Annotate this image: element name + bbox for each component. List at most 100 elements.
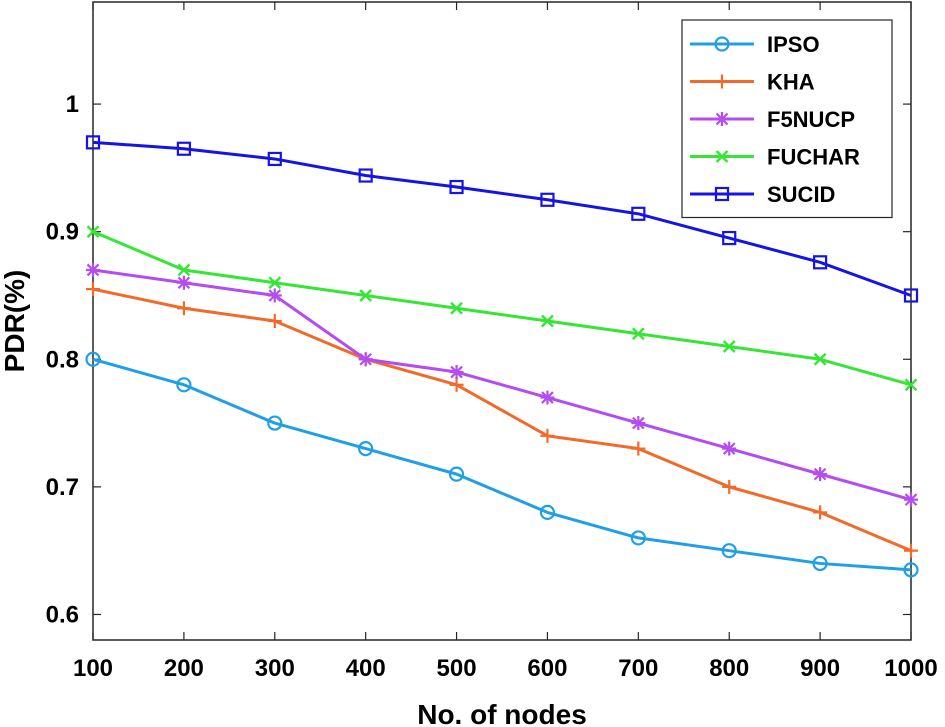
data-point-ipso [539,504,556,521]
data-point-fuchar [450,301,463,315]
y-tick-label: 0.7 [46,474,79,501]
series-line-sucid [92,140,912,297]
series-line-fuchar [92,230,912,387]
data-point-ipso [358,441,374,457]
data-point-sucid [85,135,101,150]
x-b [450,301,463,315]
x-b [715,150,729,163]
legend-marker-ipso [714,36,730,52]
data-point-fuchar [722,340,736,353]
x-tick-label: 500 [437,655,477,682]
data-point-fuchar [541,314,554,328]
y-tick-label: 0.8 [46,346,79,373]
x-b [722,340,736,353]
data-point-sucid [903,288,919,303]
data-point-ipso [85,351,101,367]
x-tick-label: 100 [73,655,113,682]
data-point-ipso [721,543,737,559]
y-tick-label: 0.6 [46,601,79,628]
data-point-kha [540,428,555,443]
data-point-f5nucp [540,390,555,405]
data-point-fuchar [904,378,918,392]
legend-marker-fuchar [715,150,729,163]
x-axis-label: No. of nodes [417,699,587,727]
data-point-kha [267,314,282,328]
data-point-kha [722,479,737,494]
data-point-ipso [630,530,646,546]
x-tick-label: 600 [527,655,567,682]
data-point-f5nucp [267,288,282,303]
data-point-ipso [812,555,828,572]
series-ipso [85,351,919,578]
data-point-kha [449,377,464,392]
x-b [177,263,191,277]
legend-marker-f5nucp [715,112,729,126]
star-b [813,467,827,481]
data-point-sucid [358,168,373,183]
star-b [715,112,729,126]
data-point-kha [176,301,191,316]
series-line-f5nucp [92,268,912,502]
x-b [813,352,827,366]
data-point-f5nucp [722,441,737,456]
series-sucid [85,135,919,303]
data-point-ipso [903,562,919,578]
star-b [268,289,282,302]
series-group [85,135,919,578]
series-line-ipso [92,357,912,572]
data-point-ipso [267,415,283,431]
star-b [86,263,100,277]
data-point-kha [631,441,646,456]
data-point-sucid [722,230,737,246]
data-point-sucid [449,179,464,195]
x-b [541,314,554,328]
star-b [177,276,191,289]
data-point-fuchar [86,225,100,239]
data-point-f5nucp [904,492,918,507]
legend-label-ipso: IPSO [767,32,820,57]
x-b [359,289,373,302]
data-point-fuchar [359,289,373,302]
star-b [359,353,372,366]
data-point-fuchar [631,327,645,341]
legend-label-kha: KHA [767,70,815,95]
data-point-f5nucp [449,365,464,380]
data-point-f5nucp [358,352,373,367]
x-b [904,378,918,392]
legend-label-f5nucp: F5NUCP [767,107,855,132]
x-tick-label: 1000 [884,655,937,682]
x-tick-label: 300 [255,655,295,682]
data-point-f5nucp [631,416,646,431]
data-point-sucid [813,255,828,270]
y-axis-label: PDR(%) [0,270,30,373]
data-point-ipso [176,377,192,393]
data-point-fuchar [813,352,827,366]
legend-label-sucid: SUCID [767,182,835,207]
star-b [632,416,645,430]
star-b [541,391,554,404]
data-point-sucid [631,206,646,221]
data-point-kha [904,543,918,558]
legend: IPSO KHA F5NUCP FUCHAR SUCID [681,19,893,219]
series-f5nucp [86,262,918,507]
legend-marker-sucid [714,186,730,202]
x-tick-label: 400 [346,655,386,682]
data-point-ipso [448,466,465,482]
legend-label-fuchar: FUCHAR [767,145,860,170]
x-b [631,327,645,341]
x-b [268,276,282,290]
data-point-f5nucp [86,262,100,277]
series-fuchar [86,225,918,392]
data-point-sucid [176,141,191,156]
data-point-kha [86,282,100,297]
x-tick-label: 700 [618,655,658,682]
x-tick-label: 200 [164,655,204,682]
y-tick-label: 0.9 [46,219,79,246]
y-tick-label: 1 [66,91,79,118]
x-tick-label: 800 [709,655,749,682]
axis-ticks: 100 200 300 400 500 600 700 800 900 1000 0.6 0.7 0.8… [46,2,938,682]
data-point-sucid [540,192,555,207]
data-point-f5nucp [176,275,191,290]
data-point-sucid [267,151,282,167]
